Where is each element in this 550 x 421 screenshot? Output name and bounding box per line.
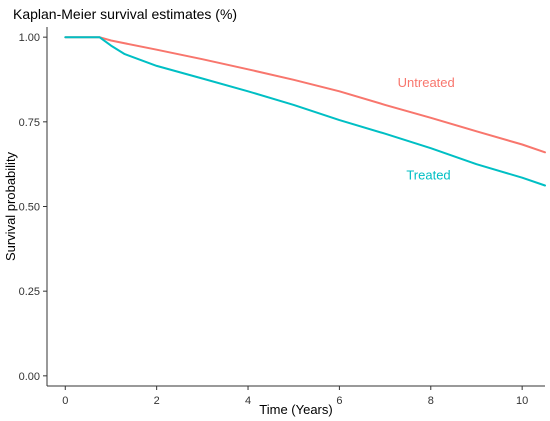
x-axis-ticks: 0 2 4 6 8 10: [62, 386, 528, 407]
y-tick-label: 0.50: [19, 202, 40, 214]
x-axis-title: Time (Years): [259, 402, 332, 417]
plot-area: 0.00 0.25 0.50 0.75 1.00 0 2 4 6 8 10 Untreated Tr…: [19, 27, 546, 407]
x-tick-label: 8: [428, 395, 434, 407]
y-tick-label: 0.25: [19, 286, 40, 298]
x-tick-label: 6: [336, 395, 342, 407]
series-line-treated: [64, 36, 546, 187]
y-tick-label: 0.75: [19, 117, 40, 129]
y-tick-label: 0.00: [19, 371, 40, 383]
series-label-treated: Treated: [406, 167, 450, 182]
x-tick-label: 2: [154, 395, 160, 407]
series-label-untreated: Untreated: [398, 75, 455, 90]
y-axis-ticks: 0.00 0.25 0.50 0.75 1.00: [19, 32, 47, 383]
y-axis-title: Survival probability: [3, 151, 18, 261]
x-tick-label: 10: [516, 395, 528, 407]
chart-title: Kaplan-Meier survival estimates (%): [13, 6, 237, 22]
series-label-layer: Untreated Treated: [398, 75, 455, 182]
y-tick-label: 1.00: [19, 32, 40, 44]
series-layer: [64, 36, 546, 187]
series-line-untreated: [64, 36, 546, 154]
x-tick-label: 4: [245, 395, 251, 407]
x-tick-label: 0: [62, 395, 68, 407]
